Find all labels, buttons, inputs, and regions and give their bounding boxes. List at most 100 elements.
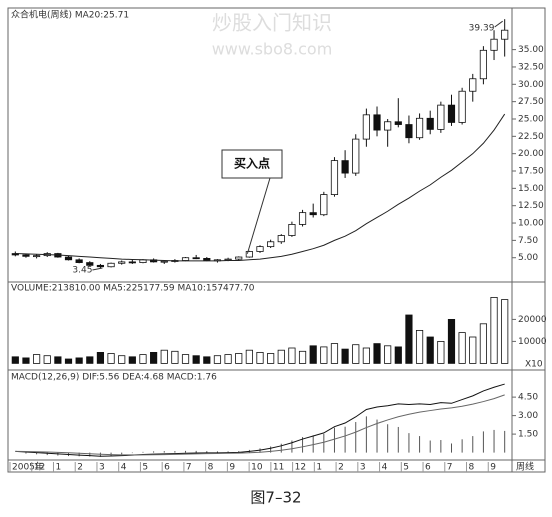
volume-bar <box>224 354 232 364</box>
x-tick-label: 7 <box>447 463 453 473</box>
y-tick-label: 20.00 <box>518 149 544 159</box>
candle-body <box>330 160 339 195</box>
x-tick-label: 12 <box>295 463 306 473</box>
candle-body <box>235 256 243 260</box>
candle-body <box>309 212 317 216</box>
volume-bar <box>415 329 424 364</box>
candle-body <box>245 251 253 258</box>
volume-bar <box>107 353 115 364</box>
x-tick-label: 11 <box>273 463 284 473</box>
candle-body <box>277 235 285 243</box>
x-tick-label: 9 <box>229 463 235 473</box>
y-tick-label: 1.50 <box>518 430 538 440</box>
candle-body <box>267 241 275 248</box>
y-tick-label: 27.50 <box>518 97 544 107</box>
y-tick-label: 3.00 <box>518 411 538 421</box>
candle-body <box>256 246 264 252</box>
volume-bar <box>245 349 253 364</box>
volume-bar <box>330 343 339 364</box>
y-tick-label: 25.00 <box>518 114 544 124</box>
volume-bar <box>43 355 51 364</box>
volume-bar <box>277 349 285 364</box>
candle-body <box>181 257 190 261</box>
x-tick-label: 2 <box>77 463 83 473</box>
candle-body <box>96 264 105 268</box>
candle-body <box>447 104 456 123</box>
volume-bar <box>181 354 190 364</box>
volume-bar <box>256 351 264 364</box>
x-tick-label: 4 <box>121 463 127 473</box>
candle-body <box>203 258 211 261</box>
y-tick-label: 10000 <box>518 337 547 347</box>
volume-bar <box>128 356 136 364</box>
volume-bar <box>235 353 243 364</box>
y-tick-label: 5.00 <box>518 253 538 263</box>
x-tick-label: 3 <box>99 463 105 473</box>
candle-body <box>107 262 115 268</box>
x-tick-label: 5 <box>403 463 409 473</box>
x-tick-label: 8 <box>208 463 214 473</box>
x-tick-label: 6 <box>425 463 431 473</box>
volume-bar <box>118 355 126 364</box>
candle-body <box>415 117 424 139</box>
watermark: 炒股入门知识 <box>212 11 332 35</box>
volume-bar <box>352 344 360 364</box>
candle-body <box>288 224 296 236</box>
volume-bar <box>394 346 402 364</box>
y-tick-label: 10.00 <box>518 219 544 229</box>
candle-body <box>479 49 487 80</box>
volume-bar <box>437 340 445 364</box>
candle-body <box>490 38 498 51</box>
y-tick-label: 30.00 <box>518 80 544 90</box>
volume-bar <box>203 356 211 364</box>
volume-bar <box>288 347 296 364</box>
candle-body <box>384 121 392 131</box>
volume-bar <box>139 354 147 364</box>
volume-bar <box>11 356 19 364</box>
candle-body <box>352 138 360 174</box>
ma20-line <box>15 113 506 262</box>
candle-body <box>469 78 477 92</box>
volume-bar <box>213 355 222 364</box>
candle-body <box>86 262 94 266</box>
candle-body <box>75 259 83 263</box>
volume-bar <box>469 336 477 364</box>
annotation-arrow <box>92 267 103 271</box>
volume-bar <box>405 314 413 364</box>
volume-bar <box>490 296 498 364</box>
candle-body <box>394 121 402 125</box>
candle-body <box>33 255 41 258</box>
x-tick-label: 7 <box>186 463 192 473</box>
y-tick-label: 12.50 <box>518 201 544 211</box>
y-tick-label: 20000 <box>518 315 547 325</box>
x-tick-label: 10 <box>251 463 263 473</box>
candle-body <box>64 256 73 261</box>
y-tick-label: 4.50 <box>518 393 538 403</box>
volume-bar <box>447 318 456 364</box>
dif-line <box>15 383 505 457</box>
volume-bar <box>298 350 307 364</box>
volume-bar <box>171 350 179 364</box>
volume-unit: X10 <box>525 360 543 370</box>
y-tick-label: 35.00 <box>518 45 544 55</box>
candle-body <box>128 261 136 264</box>
volume-bar <box>501 299 509 364</box>
candle-body <box>501 29 509 40</box>
volume-bar <box>86 356 94 364</box>
volume-bar <box>22 357 30 364</box>
x-tick-label: 2005年 <box>12 461 44 473</box>
volume-bar <box>458 332 466 364</box>
candle-body <box>373 114 381 131</box>
x-tick-label: 8 <box>469 463 475 473</box>
annotation: 3.45 <box>72 266 92 276</box>
annotation-box <box>221 149 283 179</box>
y-tick-label: 7.50 <box>518 236 538 246</box>
volume-title: VOLUME:213810.00 MA5:225177.59 MA10:1574… <box>11 284 255 294</box>
candle-body <box>118 261 126 264</box>
volume-bar <box>64 358 73 364</box>
volume-bar <box>384 345 392 364</box>
candle-body <box>362 114 370 140</box>
annotation-arrow <box>494 20 503 28</box>
annotation-arrow <box>246 177 271 254</box>
